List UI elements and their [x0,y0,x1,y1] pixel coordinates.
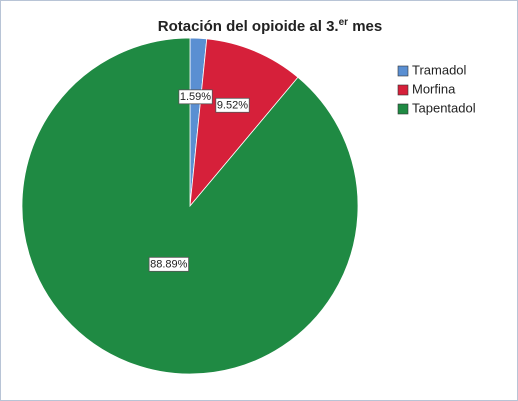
data-label-text: 1.59% [180,91,211,103]
data-label: 88.89% [148,256,190,272]
legend-label: Tramadol [412,62,467,77]
legend-swatch [397,65,409,77]
legend-label: Tapentadol [412,100,476,115]
legend-swatch [397,103,409,115]
data-label-box [215,97,250,113]
pie-slice [21,37,359,375]
data-label-text: 9.52% [217,99,248,111]
title-superscript: er [339,17,349,28]
data-label: 9.52% [215,97,250,113]
chart-title: Rotación del opioide al 3.er mes [158,17,383,35]
data-label-box [178,89,213,105]
title-main: Rotación del opioide al 3. [158,18,339,35]
pie-slice [189,38,299,208]
data-label-box [148,256,190,272]
data-label: 1.59% [178,89,213,105]
data-label-text: 88.89% [150,258,188,270]
title-end: mes [348,18,382,35]
legend-swatch [397,84,409,96]
legend-label: Morfina [412,81,456,96]
